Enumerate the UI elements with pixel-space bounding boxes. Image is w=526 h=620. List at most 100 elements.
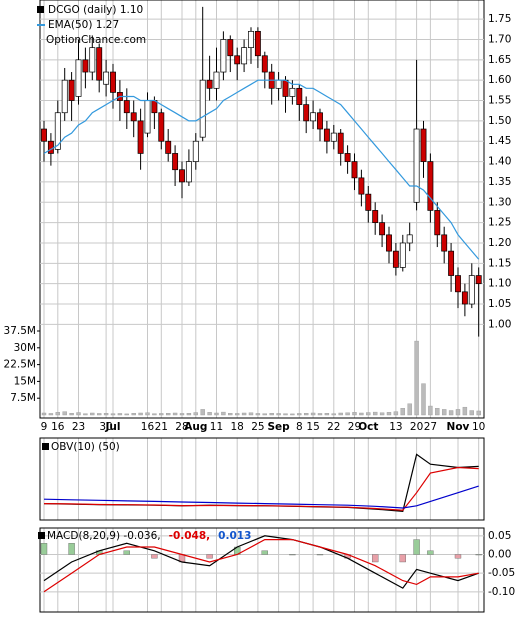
- histogram-bar: [289, 554, 296, 556]
- candle-body: [75, 59, 82, 97]
- legend-title: DCGO (daily) 1.10: [48, 4, 143, 16]
- histogram-bar: [413, 539, 420, 555]
- volume-bar: [228, 413, 233, 416]
- candle-body: [254, 30, 261, 57]
- x-tick-label: 8: [296, 421, 303, 433]
- volume-bar: [248, 412, 254, 416]
- candle-body: [192, 140, 199, 162]
- y-tick-label: 1.70: [488, 33, 511, 45]
- candle-body: [61, 79, 68, 114]
- volume-bar: [435, 408, 440, 416]
- candle-body: [234, 55, 241, 65]
- volume-bar: [96, 413, 102, 416]
- candle-body: [261, 55, 268, 73]
- volume-bar: [407, 403, 412, 416]
- volume-bar: [421, 383, 426, 416]
- volume-bar: [103, 413, 109, 416]
- panel-frame: [39, 527, 485, 613]
- x-tick-label: Nov: [447, 421, 470, 433]
- y-tick-label: 1.50: [488, 115, 511, 127]
- y-tick-label: 1.45: [488, 135, 511, 147]
- candle-body: [199, 79, 206, 138]
- volume-bar: [262, 413, 267, 416]
- candle-body: [179, 169, 185, 183]
- y-tick-label: 1.00: [488, 318, 511, 330]
- histogram-bar: [261, 550, 268, 555]
- volume-bar: [179, 413, 185, 416]
- y-tick-label: 1.75: [488, 13, 511, 25]
- volume-bar: [83, 413, 88, 416]
- candle-body: [165, 140, 172, 154]
- candle-body: [227, 39, 234, 57]
- y-tick-label: 1.60: [488, 74, 511, 86]
- volume-bar: [476, 410, 481, 416]
- y-tick-label: 1.05: [488, 298, 511, 310]
- x-tick-label: 27: [424, 421, 437, 433]
- volume-bar: [186, 413, 192, 416]
- candle-body: [296, 87, 303, 105]
- volume-bar: [310, 412, 316, 416]
- candle-body: [213, 71, 220, 89]
- candle-body: [158, 112, 165, 142]
- x-tick-label: 28: [175, 421, 188, 433]
- volume-tick-label: 37.5M: [4, 325, 36, 337]
- volume-bar: [455, 409, 461, 416]
- volume-bar: [124, 413, 129, 416]
- y-tick-label: 1.10: [488, 278, 511, 290]
- value-label: 0.013: [218, 530, 251, 542]
- y-tick-label: 1.15: [488, 257, 511, 269]
- x-tick-label: 23: [72, 421, 85, 433]
- volume-bar: [55, 412, 61, 416]
- y-tick-label: 0.00: [488, 549, 511, 561]
- volume-bar: [69, 413, 74, 416]
- candle-body: [420, 128, 427, 162]
- volume-bar: [241, 412, 247, 416]
- candle-body: [89, 47, 96, 73]
- histogram-bar: [427, 550, 434, 555]
- candle-body: [282, 79, 289, 97]
- volume-bar: [207, 412, 212, 416]
- volume-bar: [290, 413, 295, 416]
- y-tick-label: 0.05: [488, 530, 511, 542]
- histogram-bar: [316, 554, 324, 556]
- volume-bar: [76, 412, 81, 416]
- candle-body: [303, 104, 310, 122]
- x-tick-label: 20: [410, 421, 423, 433]
- histogram-bar: [206, 554, 213, 559]
- volume-bar: [255, 413, 261, 416]
- candle-body: [47, 140, 54, 154]
- volume-tick-label: 30M: [14, 342, 36, 354]
- y-tick-label: 1.30: [488, 196, 511, 208]
- legend-swatch: [42, 443, 49, 450]
- x-tick-label: 9: [41, 421, 48, 433]
- y-tick-label: 1.65: [488, 54, 511, 66]
- volume-bar: [331, 413, 336, 416]
- x-tick-label: 22: [327, 421, 340, 433]
- candle-body: [399, 242, 406, 268]
- histogram-bar: [40, 543, 48, 555]
- x-tick-label: 16: [51, 421, 65, 433]
- series-line: [43, 466, 479, 511]
- subtitle: OptionChance.com: [46, 34, 146, 46]
- candle-body: [248, 30, 254, 48]
- candle-body: [434, 210, 441, 236]
- x-tick-label: 29: [348, 421, 361, 433]
- x-tick-label: 18: [231, 421, 244, 433]
- candle-body: [54, 112, 61, 150]
- candle-body: [144, 100, 151, 134]
- volume-bar: [193, 412, 198, 416]
- volume-bar: [172, 412, 178, 416]
- y-tick-label: 1.20: [488, 237, 511, 249]
- candle-body: [468, 275, 475, 305]
- panel-title: MACD(8,20,9) -0.036,: [47, 530, 161, 542]
- volume-bar: [152, 413, 157, 416]
- y-tick-label: -0.10: [488, 586, 515, 598]
- candle-body: [448, 250, 455, 276]
- value-label: -0.048,: [169, 530, 211, 542]
- volume-bar: [366, 412, 371, 416]
- candle-body: [475, 275, 482, 285]
- volume-bar: [131, 413, 136, 416]
- histogram-bar: [454, 554, 462, 559]
